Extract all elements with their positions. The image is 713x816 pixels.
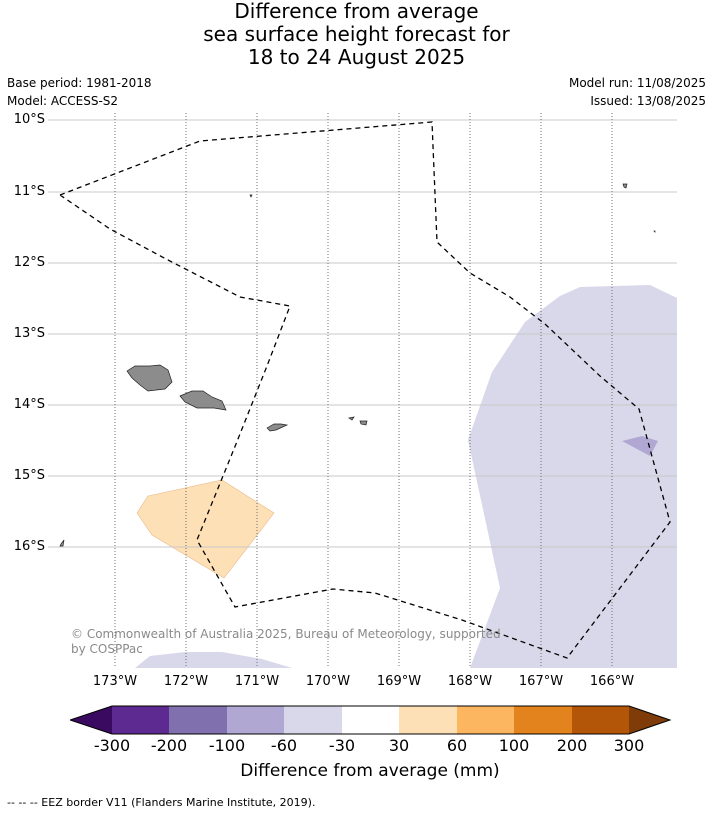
- meta-right: Model run: 11/08/2025 Issued: 13/08/2025: [569, 74, 706, 110]
- colorbar-segment: [169, 706, 227, 734]
- island-northeast-dot: [622, 183, 628, 189]
- colorbar-segment: [514, 706, 572, 734]
- colorbar-tick: 30: [388, 736, 410, 755]
- island-far-east-dot: [653, 230, 656, 233]
- title-line-2: sea surface height forecast for: [203, 22, 510, 46]
- island-ofu: [348, 416, 355, 421]
- colorbar-segment: [457, 706, 514, 734]
- colorbar-segment: [399, 706, 457, 734]
- colorbar-segment: [342, 706, 399, 734]
- island-savaii: [126, 364, 173, 392]
- island-southwest-dot: [59, 539, 65, 547]
- copyright-line-1: © Commonwealth of Australia 2025, Bureau…: [71, 627, 501, 641]
- anomaly-region-negative-south: [135, 652, 292, 668]
- lon-label: 169°W: [376, 674, 422, 689]
- base-period: Base period: 1981-2018: [7, 76, 152, 90]
- colorbar-tick: 200: [556, 736, 588, 755]
- lon-label: 173°W: [92, 674, 138, 689]
- longitude-gridlines: [114, 113, 613, 668]
- colorbar-tick: -200: [150, 736, 188, 755]
- colorbar-tick: -100: [208, 736, 246, 755]
- colorbar-label: Difference from average (mm): [240, 761, 500, 781]
- colorbar-tick: -30: [328, 736, 356, 755]
- island-tau: [359, 420, 368, 426]
- anomaly-region-positive: [136, 479, 275, 579]
- map-panel: [48, 113, 677, 668]
- eez-legend-note: -- -- -- EEZ border V11 (Flanders Marine…: [7, 796, 316, 809]
- lat-label: 15°S: [13, 468, 45, 483]
- island-northwest-dot: [249, 194, 253, 198]
- lat-label: 16°S: [13, 539, 45, 554]
- lon-label: 170°W: [305, 674, 351, 689]
- lat-label: 14°S: [13, 397, 45, 412]
- land-islands: [59, 183, 656, 547]
- eez-border-west: [58, 121, 671, 659]
- colorbar: [70, 705, 672, 735]
- title-line-3: 18 to 24 August 2025: [247, 45, 466, 69]
- meta-left: Base period: 1981-2018 Model: ACCESS-S2: [7, 74, 152, 110]
- map-title: Difference from average sea surface heig…: [0, 0, 713, 69]
- title-line-1: Difference from average: [234, 0, 479, 23]
- model-run: Model run: 11/08/2025: [568, 76, 706, 90]
- lat-label: 13°S: [13, 326, 45, 341]
- colorbar-tick: -60: [270, 736, 298, 755]
- island-tutuila: [266, 423, 289, 432]
- colorbar-segment: [284, 706, 342, 734]
- colorbar-outline: [70, 705, 672, 735]
- copyright-notice: © Commonwealth of Australia 2025, Bureau…: [71, 627, 501, 657]
- lat-label: 11°S: [13, 184, 45, 199]
- colorbar-extend-high: [629, 706, 670, 734]
- lat-label: 12°S: [13, 255, 45, 270]
- colorbar-segment: [112, 706, 169, 734]
- issued-date: Issued: 13/08/2025: [590, 94, 706, 108]
- lon-label: 167°W: [518, 674, 564, 689]
- colorbar-segment: [572, 706, 629, 734]
- lon-label: 166°W: [589, 674, 635, 689]
- latitude-gridlines: [48, 119, 677, 548]
- lon-label: 168°W: [447, 674, 493, 689]
- eez-borders: [58, 121, 671, 659]
- colorbar-tick: -300: [93, 736, 131, 755]
- colorbar-extend-low: [70, 706, 112, 734]
- colorbar-tick: 100: [498, 736, 530, 755]
- colorbar-tick: 60: [446, 736, 468, 755]
- anomaly-region-darker-patch: [622, 436, 658, 456]
- island-upolu: [179, 390, 227, 411]
- colorbar-segment: [227, 706, 284, 734]
- copyright-line-2: by COSPPac: [71, 642, 143, 656]
- lon-label: 172°W: [163, 674, 209, 689]
- colorbar-tick: 300: [613, 736, 645, 755]
- model-name: Model: ACCESS-S2: [7, 94, 119, 108]
- lon-label: 171°W: [234, 674, 280, 689]
- lat-label: 10°S: [13, 112, 45, 127]
